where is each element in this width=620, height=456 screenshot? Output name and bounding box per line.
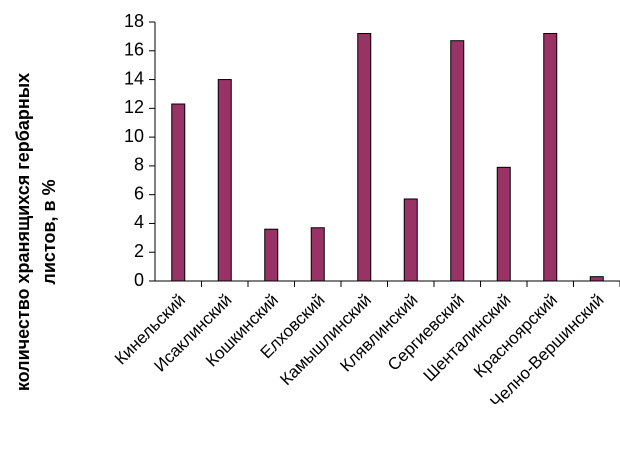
- y-tick-label: 12: [124, 97, 144, 117]
- y-tick-label: 18: [124, 11, 144, 31]
- y-tick-label: 4: [134, 212, 144, 232]
- bar: [310, 227, 325, 282]
- bar: [450, 40, 465, 282]
- y-tick-label: 14: [124, 68, 144, 88]
- bar: [171, 103, 186, 282]
- y-axis-title-line: количество хранящихся гербарных: [13, 73, 33, 391]
- bar: [543, 33, 558, 282]
- bar: [403, 198, 418, 282]
- y-tick-label: 2: [134, 241, 144, 261]
- y-axis-title: количество хранящихся гербарных листов, …: [13, 73, 59, 391]
- y-tick-label: 8: [134, 155, 144, 175]
- y-tick-label: 0: [134, 270, 144, 290]
- bar: [217, 79, 232, 282]
- y-axis-title-line: листов, в %: [39, 179, 59, 284]
- y-tick-label: 16: [124, 40, 144, 60]
- bar: [496, 166, 511, 282]
- bar: [589, 276, 604, 282]
- y-tick-label: 10: [124, 126, 144, 146]
- bar: [357, 33, 372, 282]
- bar: [264, 228, 279, 282]
- y-tick-label: 6: [134, 183, 144, 203]
